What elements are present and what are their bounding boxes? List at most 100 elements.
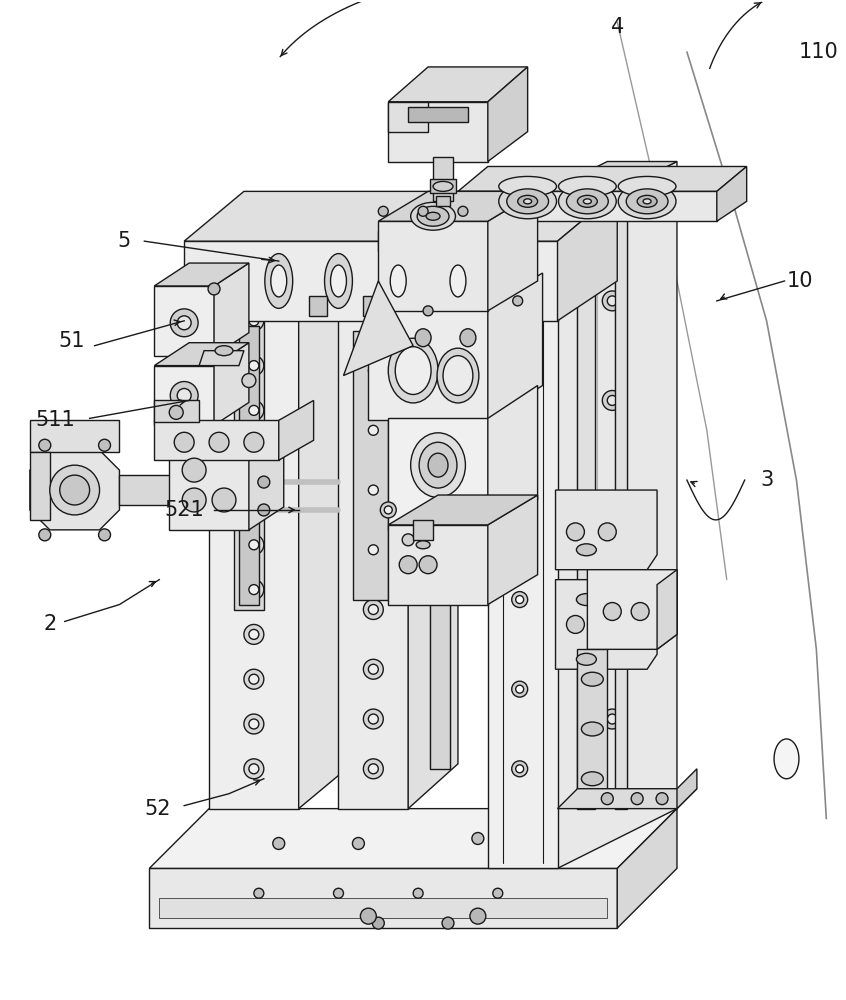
Ellipse shape	[460, 329, 476, 347]
Circle shape	[60, 475, 90, 505]
Circle shape	[368, 605, 378, 614]
Circle shape	[39, 439, 51, 451]
Polygon shape	[558, 191, 618, 321]
Polygon shape	[309, 296, 327, 316]
Polygon shape	[615, 181, 627, 809]
Polygon shape	[279, 400, 314, 460]
Ellipse shape	[215, 346, 233, 356]
Circle shape	[333, 888, 343, 898]
Ellipse shape	[576, 653, 596, 665]
Polygon shape	[413, 520, 433, 540]
Circle shape	[368, 664, 378, 674]
Polygon shape	[558, 162, 677, 868]
Circle shape	[516, 257, 524, 265]
Ellipse shape	[410, 433, 465, 498]
Circle shape	[244, 356, 264, 376]
Ellipse shape	[567, 189, 608, 214]
Circle shape	[602, 390, 622, 410]
Ellipse shape	[581, 672, 603, 686]
Circle shape	[624, 615, 641, 633]
Circle shape	[258, 476, 270, 488]
Circle shape	[516, 765, 524, 773]
Polygon shape	[556, 580, 657, 669]
Circle shape	[170, 382, 198, 409]
Circle shape	[249, 674, 259, 684]
Circle shape	[512, 412, 528, 428]
Ellipse shape	[419, 442, 457, 488]
Circle shape	[516, 416, 524, 424]
Polygon shape	[169, 432, 283, 455]
Circle shape	[368, 256, 378, 266]
Circle shape	[208, 283, 220, 295]
Circle shape	[372, 917, 384, 929]
Circle shape	[249, 585, 259, 595]
Polygon shape	[209, 251, 299, 809]
Polygon shape	[184, 241, 558, 321]
Circle shape	[516, 506, 524, 514]
Text: 52: 52	[144, 799, 171, 819]
Circle shape	[631, 603, 649, 620]
Circle shape	[512, 253, 528, 269]
Ellipse shape	[444, 254, 472, 308]
Text: 511: 511	[35, 410, 74, 430]
Polygon shape	[154, 286, 214, 356]
Circle shape	[516, 685, 524, 693]
Circle shape	[399, 556, 417, 574]
Circle shape	[607, 614, 618, 624]
Ellipse shape	[437, 348, 479, 403]
Circle shape	[364, 251, 383, 271]
Polygon shape	[364, 296, 382, 316]
Circle shape	[254, 888, 264, 898]
Circle shape	[512, 681, 528, 697]
Circle shape	[603, 603, 621, 620]
Polygon shape	[338, 251, 408, 809]
Polygon shape	[239, 326, 259, 605]
Polygon shape	[430, 525, 450, 769]
Polygon shape	[184, 191, 618, 241]
Polygon shape	[618, 809, 677, 928]
Polygon shape	[368, 306, 488, 420]
Ellipse shape	[265, 254, 293, 308]
Polygon shape	[433, 157, 453, 201]
Polygon shape	[578, 181, 596, 809]
Circle shape	[442, 917, 454, 929]
Circle shape	[567, 523, 585, 541]
Polygon shape	[378, 221, 488, 311]
Circle shape	[567, 615, 585, 633]
Polygon shape	[488, 67, 528, 162]
Ellipse shape	[637, 195, 657, 207]
Circle shape	[602, 291, 622, 311]
Ellipse shape	[581, 722, 603, 736]
Circle shape	[249, 316, 259, 326]
Ellipse shape	[395, 347, 431, 394]
Text: 2: 2	[43, 614, 57, 634]
Circle shape	[419, 556, 437, 574]
Circle shape	[169, 405, 184, 419]
Circle shape	[656, 793, 668, 805]
Polygon shape	[249, 432, 283, 530]
Text: 3: 3	[760, 470, 773, 490]
Polygon shape	[657, 570, 677, 649]
Circle shape	[364, 301, 383, 321]
Circle shape	[249, 629, 259, 639]
Circle shape	[244, 311, 264, 331]
Circle shape	[513, 256, 523, 266]
Ellipse shape	[499, 176, 557, 196]
Ellipse shape	[388, 338, 438, 403]
Circle shape	[99, 529, 111, 541]
Circle shape	[607, 714, 618, 724]
Polygon shape	[717, 166, 747, 221]
Circle shape	[607, 296, 618, 306]
Circle shape	[602, 709, 622, 729]
Polygon shape	[338, 206, 458, 251]
Ellipse shape	[558, 184, 616, 219]
Circle shape	[249, 405, 259, 415]
Circle shape	[368, 425, 378, 435]
Polygon shape	[458, 166, 747, 191]
Circle shape	[182, 488, 206, 512]
Ellipse shape	[428, 453, 448, 477]
Circle shape	[384, 506, 393, 514]
Circle shape	[512, 761, 528, 777]
Polygon shape	[558, 789, 697, 809]
Circle shape	[244, 759, 264, 779]
